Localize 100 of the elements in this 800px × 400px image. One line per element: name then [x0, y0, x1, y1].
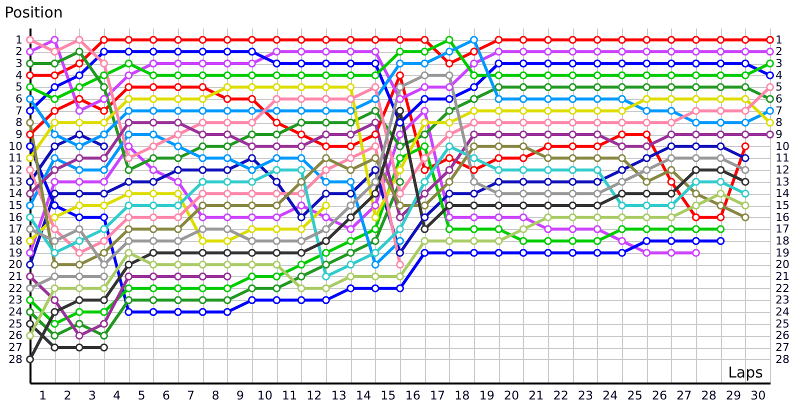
point	[322, 130, 330, 138]
point	[346, 190, 355, 198]
point	[198, 36, 207, 44]
point	[445, 142, 454, 150]
point	[642, 48, 651, 56]
point	[420, 225, 429, 234]
point	[272, 178, 281, 186]
point	[198, 190, 207, 198]
point	[568, 36, 577, 44]
point	[346, 71, 355, 80]
point	[371, 60, 380, 68]
point	[371, 130, 380, 138]
x-tick-label: 13	[331, 388, 346, 400]
point	[124, 178, 133, 186]
y-tick-label: 10	[8, 140, 22, 153]
point	[445, 225, 454, 234]
point	[124, 213, 133, 222]
point	[75, 332, 84, 340]
point	[100, 83, 108, 92]
point	[642, 213, 651, 222]
point	[568, 166, 577, 174]
y2-tick-label: 23	[776, 294, 790, 307]
point	[494, 130, 503, 138]
point	[642, 178, 651, 186]
point	[248, 260, 256, 269]
y-tick-label: 14	[8, 187, 22, 200]
point	[223, 248, 232, 257]
point	[272, 48, 281, 56]
point	[716, 95, 725, 103]
point	[248, 60, 256, 68]
point	[470, 202, 478, 210]
point	[716, 48, 725, 56]
x-tick-label: 28	[701, 388, 716, 400]
point	[322, 48, 330, 56]
point	[593, 48, 602, 56]
point	[248, 166, 256, 174]
point	[50, 48, 59, 56]
point	[322, 225, 330, 234]
point	[420, 106, 429, 115]
point	[75, 106, 84, 115]
point	[544, 202, 552, 210]
point	[248, 83, 256, 92]
point	[741, 166, 750, 174]
point	[618, 71, 626, 80]
point	[766, 60, 774, 68]
point	[124, 48, 133, 56]
y2-tick-label: 19	[776, 246, 790, 260]
point	[544, 60, 552, 68]
point	[272, 284, 281, 292]
y-tick-label: 18	[8, 234, 22, 248]
point	[124, 130, 133, 138]
point	[618, 190, 626, 198]
point	[124, 106, 133, 115]
point	[618, 166, 626, 174]
y2-tick-label: 22	[776, 282, 790, 295]
point	[174, 225, 182, 234]
y-tick-label: 5	[16, 80, 22, 94]
point	[248, 237, 256, 245]
y2-tick-label: 21	[776, 270, 790, 283]
x-tick-label: 24	[602, 388, 618, 400]
point	[248, 284, 256, 292]
point	[124, 142, 133, 150]
point	[420, 142, 429, 150]
x-tick-label: 16	[405, 388, 420, 400]
point	[568, 178, 577, 186]
point	[716, 178, 725, 186]
point	[371, 106, 380, 115]
point	[149, 248, 158, 257]
point	[149, 60, 158, 68]
point	[223, 296, 232, 304]
point	[198, 225, 207, 234]
point	[100, 284, 108, 292]
point	[766, 48, 774, 56]
point	[346, 130, 355, 138]
y-tick-label: 21	[8, 270, 22, 283]
y2-tick-label: 8	[776, 116, 782, 130]
point	[519, 106, 528, 115]
point	[100, 213, 108, 222]
point	[223, 308, 232, 316]
point	[692, 106, 700, 115]
point	[297, 296, 306, 304]
point	[198, 202, 207, 210]
point	[297, 272, 306, 280]
point	[593, 225, 602, 234]
point	[198, 83, 207, 92]
point	[248, 272, 256, 280]
point	[642, 71, 651, 80]
point	[272, 260, 281, 269]
y-tick-label: 7	[16, 104, 22, 118]
point	[223, 260, 232, 269]
x-tick-label: 15	[380, 388, 396, 400]
point	[692, 225, 700, 234]
point	[642, 118, 651, 127]
point	[100, 248, 108, 257]
point	[322, 83, 330, 92]
point	[26, 248, 34, 257]
point	[26, 48, 34, 56]
point	[642, 142, 651, 150]
x-tick-label: 12	[306, 388, 322, 400]
point	[667, 202, 676, 210]
